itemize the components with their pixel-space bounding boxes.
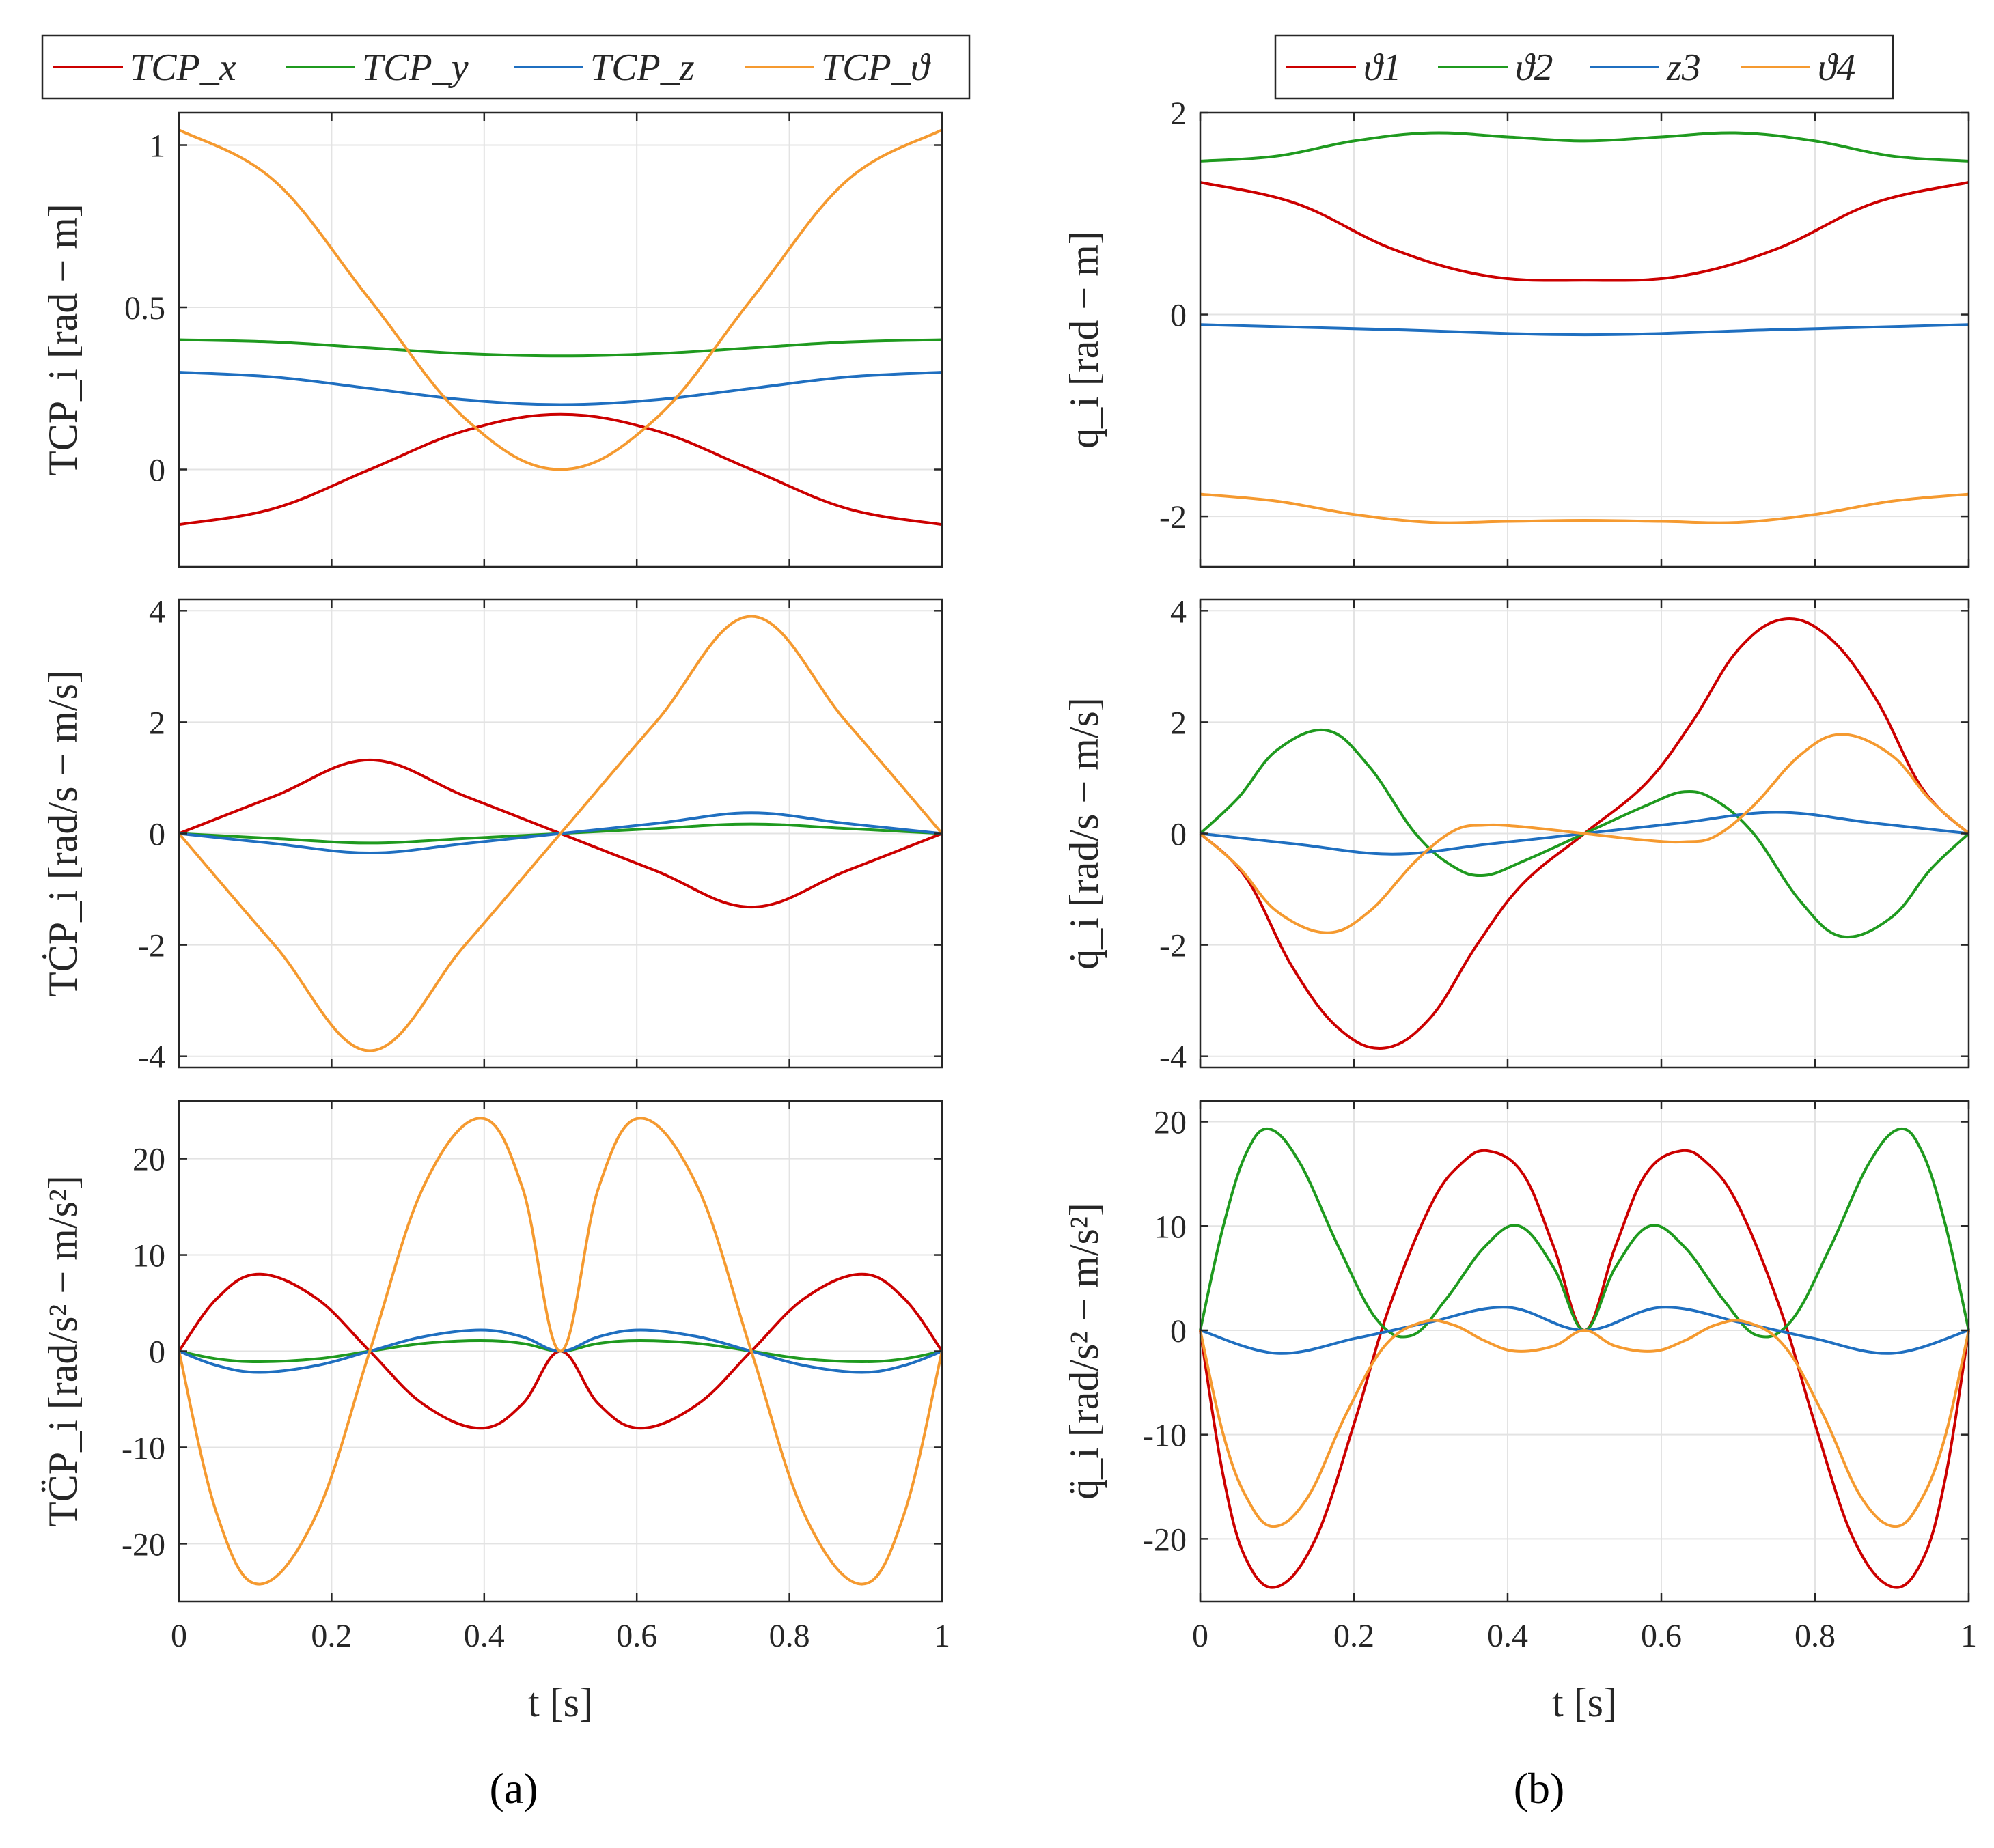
legend-a-label-theta: TCP_ϑ <box>821 46 931 89</box>
y-tick-label-b3-4: 20 <box>1154 1105 1187 1141</box>
legend-b-label-2: ϑ2 <box>1515 46 1553 89</box>
y-tick-label-a2-3: 2 <box>149 705 165 741</box>
x-tick-label-a3-1: 0.2 <box>311 1618 352 1654</box>
y-tick-label-b2-0: -4 <box>1159 1039 1187 1076</box>
y-axis-label-a3: TC̈P_i [rad/s² − m/s²] <box>40 1175 85 1527</box>
x-tick-label-b3-1: 0.2 <box>1333 1618 1374 1654</box>
axes-frame-b1 <box>1199 111 1970 568</box>
x-axis-label-a3: t [s] <box>528 1680 593 1725</box>
series-line-b3-3 <box>1199 1319 1970 1528</box>
legend-b: ϑ1 ϑ2 z3 ϑ4 <box>1274 34 1894 100</box>
legend-b-label-4: ϑ4 <box>1818 46 1855 89</box>
y-tick-label-b2-1: -2 <box>1159 928 1187 964</box>
series-line-b2-3 <box>1199 733 1970 934</box>
axes-frame-a1 <box>178 111 943 568</box>
axes-frame-b3 <box>1199 1100 1970 1603</box>
y-tick-label-a3-4: 20 <box>133 1142 165 1178</box>
series-line-a1-2 <box>178 371 943 406</box>
x-tick-label-b3-2: 0.4 <box>1487 1618 1528 1654</box>
y-tick-label-b3-2: 0 <box>1170 1313 1187 1349</box>
series-line-a3-3 <box>178 1117 943 1586</box>
y-tick-label-a2-1: -2 <box>138 928 165 964</box>
legend-a-label-x: TCP_x <box>130 46 236 89</box>
legend-a: TCP_x TCP_y TCP_z TCP_ϑ <box>41 34 971 100</box>
y-tick-label-b2-3: 2 <box>1170 705 1187 741</box>
caption-b: (b) <box>1514 1764 1565 1812</box>
legend-a-label-y: TCP_y <box>362 46 469 89</box>
series-line-a1-0 <box>178 412 943 527</box>
series-line-a1-3 <box>178 128 943 471</box>
y-tick-label-a1-2: 1 <box>149 128 165 165</box>
y-tick-label-b3-0: -20 <box>1143 1522 1187 1558</box>
y-tick-label-a1-1: 0.5 <box>124 290 165 326</box>
series-line-b1-0 <box>1200 181 1969 282</box>
y-axis-label-a1: TCP_i [rad − m] <box>40 204 85 476</box>
series-line-b1-1 <box>1200 131 1969 163</box>
legend-b-label-1: ϑ1 <box>1363 46 1401 89</box>
axes-background-b1 <box>1200 113 1969 567</box>
y-tick-label-a3-1: -10 <box>122 1430 165 1466</box>
legend-a-box <box>41 34 971 100</box>
y-tick-label-a3-2: 0 <box>149 1334 165 1371</box>
x-tick-label-a3-4: 0.8 <box>769 1618 810 1654</box>
x-tick-label-b3-4: 0.8 <box>1795 1618 1836 1654</box>
chart-a3: 0 0.2 0.4 0.6 0.8 1 -20 -10 0 10 20 TC̈P_i [rad/s² … <box>40 1100 950 1725</box>
chart-a1: 0 0.5 1 TCP_i [rad − m] <box>40 111 943 568</box>
x-tick-label-b3-5: 1 <box>1961 1618 1977 1654</box>
y-tick-label-a1-0: 0 <box>149 453 165 489</box>
y-axis-label-a2: TĊP_i [rad/s − m/s] <box>40 670 85 997</box>
axes-background-a1 <box>179 113 942 567</box>
chart-b1: -2 0 2 q_i [rad − m] <box>1062 96 1970 568</box>
y-tick-label-b2-2: 0 <box>1170 817 1187 853</box>
x-tick-label-a3-0: 0 <box>171 1618 187 1654</box>
y-tick-label-a2-4: 4 <box>149 593 165 630</box>
chart-a2: -4 -2 0 2 4 TĊP_i [rad/s − m/s] <box>40 593 943 1076</box>
x-tick-label-a3-2: 0.4 <box>464 1618 505 1654</box>
x-tick-label-a3-5: 1 <box>934 1618 950 1654</box>
axes-background-b3 <box>1200 1101 1969 1601</box>
y-tick-label-a2-0: -4 <box>138 1039 165 1076</box>
y-axis-label-b2: q̇_i [rad/s − m/s] <box>1062 697 1107 970</box>
y-tick-label-b1-0: -2 <box>1159 499 1187 535</box>
y-tick-label-b1-2: 2 <box>1170 96 1187 132</box>
y-axis-label-b3: q̈_i [rad/s² − m/s²] <box>1062 1203 1107 1500</box>
legend-b-label-3: z3 <box>1666 46 1701 89</box>
y-tick-label-a3-3: 10 <box>133 1238 165 1274</box>
series-line-a1-1 <box>178 338 943 358</box>
chart-b2: -4 -2 0 2 4 q̇_i [rad/s − m/s] <box>1062 593 1970 1076</box>
caption-a: (a) <box>489 1764 538 1812</box>
y-axis-label-b1: q_i [rad − m] <box>1062 231 1107 449</box>
series-line-b1-3 <box>1200 492 1969 524</box>
x-tick-label-a3-3: 0.6 <box>616 1618 657 1654</box>
series-line-b1-2 <box>1200 323 1969 337</box>
x-tick-label-b3-3: 0.6 <box>1641 1618 1682 1654</box>
x-axis-label-b3: t [s] <box>1552 1680 1617 1725</box>
y-tick-label-a3-0: -20 <box>122 1526 165 1563</box>
y-tick-label-b2-4: 4 <box>1170 593 1187 630</box>
series-line-a2-3 <box>178 615 943 1052</box>
y-tick-label-b3-1: -10 <box>1143 1418 1187 1454</box>
x-tick-label-b3-0: 0 <box>1192 1618 1208 1654</box>
y-tick-label-a2-2: 0 <box>149 817 165 853</box>
chart-b3: 0 0.2 0.4 0.6 0.8 1 -20 -10 0 10 20 q̈_i [rad/s² − … <box>1062 1100 1977 1725</box>
y-tick-label-b3-3: 10 <box>1154 1209 1187 1245</box>
y-tick-label-b1-1: 0 <box>1170 298 1187 334</box>
legend-a-label-z: TCP_z <box>590 46 695 89</box>
